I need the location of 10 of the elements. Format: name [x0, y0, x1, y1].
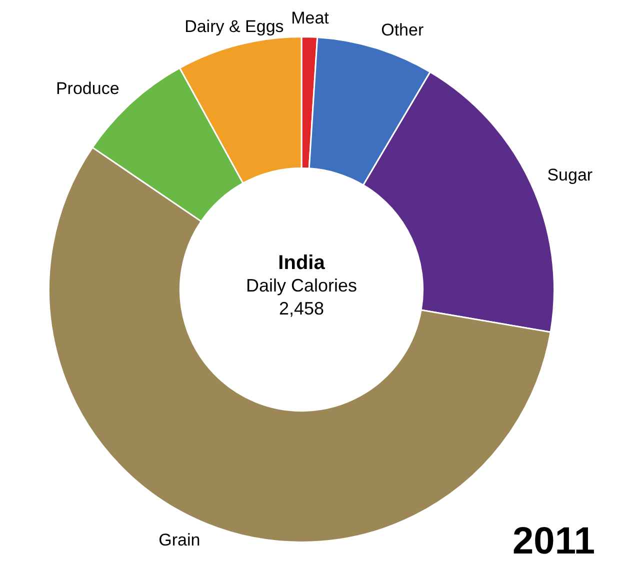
slice-label: Other [381, 20, 424, 40]
text: 2,458 [278, 298, 324, 318]
text: 2011 [512, 520, 595, 562]
slice-label: Grain [158, 530, 200, 550]
slice-label: Sugar [547, 165, 593, 184]
slice-label: Dairy & Eggs [184, 16, 284, 36]
text: Daily Calories [246, 275, 358, 296]
slice-label: Produce [56, 78, 120, 98]
text: India [278, 252, 326, 274]
slice-label: Meat [291, 8, 330, 28]
